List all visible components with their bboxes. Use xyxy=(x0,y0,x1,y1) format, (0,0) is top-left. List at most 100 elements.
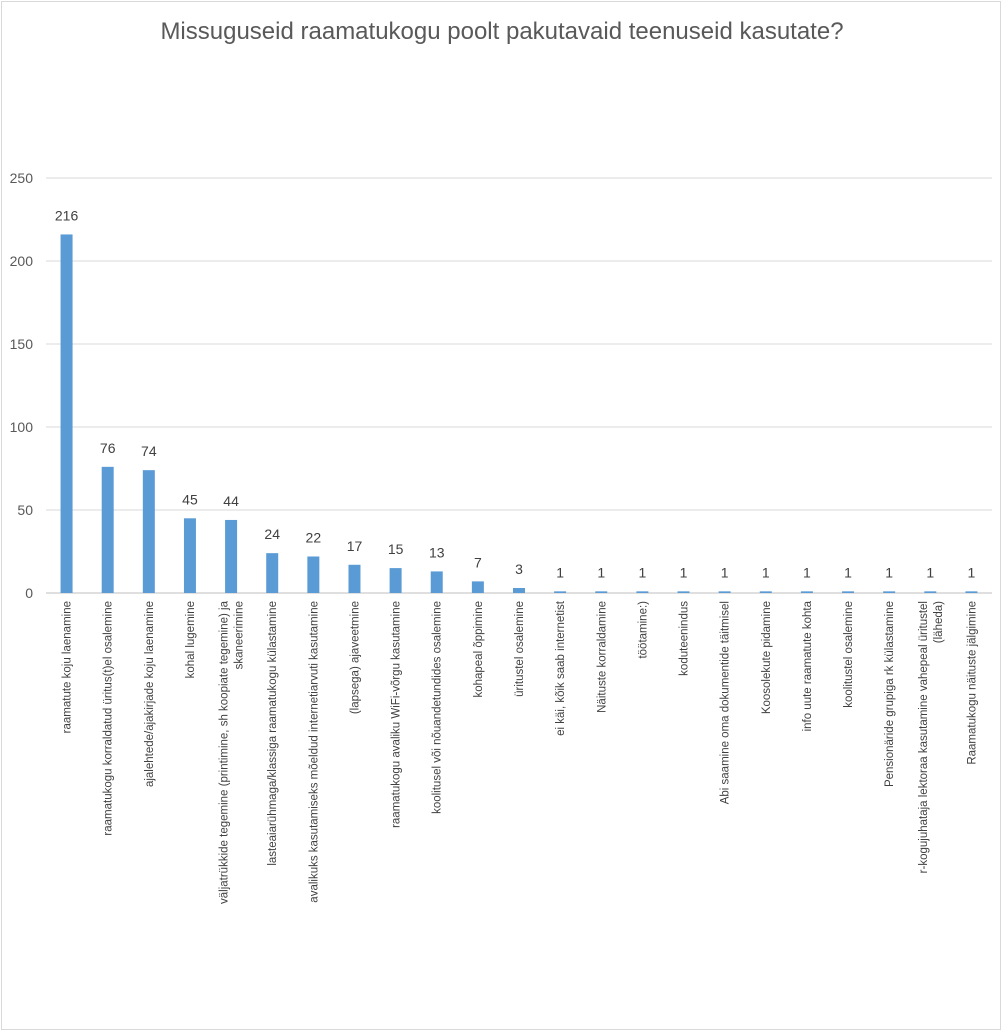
category-label-line: (lapsega) ajaveetmine xyxy=(349,601,361,714)
bar xyxy=(595,591,608,593)
y-tick-label: 100 xyxy=(10,419,34,435)
data-label: 17 xyxy=(347,538,363,554)
category-label-line: koolitusel või nõuandetundides osalemine xyxy=(432,601,444,814)
data-label: 1 xyxy=(803,564,811,580)
data-label: 1 xyxy=(926,564,934,580)
data-label: 44 xyxy=(223,493,239,509)
category-label-line: üritustel osalemine xyxy=(514,601,526,697)
category-label-line: kohal lugemine xyxy=(185,601,197,678)
category-label: raamatute koju laenamine xyxy=(62,601,74,733)
data-label: 1 xyxy=(638,564,646,580)
bar xyxy=(636,591,649,593)
data-label: 1 xyxy=(844,564,852,580)
category-label: töötamine:) xyxy=(637,601,649,659)
bar xyxy=(677,591,690,593)
category-label-line: kohapeal õppimine xyxy=(473,601,485,698)
category-label: Pensionäride grupiga rk külastamine xyxy=(884,601,896,787)
bar xyxy=(965,591,978,593)
category-label: ajalehtede/ajakirjade koju laenamine xyxy=(144,601,156,787)
bar xyxy=(842,591,855,593)
category-label: kohal lugemine xyxy=(185,601,197,678)
category-label: lasteaiarühmaga/klassiga raamatukogu kül… xyxy=(267,601,279,866)
y-axis-ticks: 0 50 100 150 200 250 xyxy=(10,170,34,601)
category-label: raamatukogu avaliku WiFi-võrgu kasutamin… xyxy=(391,601,403,828)
data-label: 1 xyxy=(680,564,688,580)
data-label: 13 xyxy=(429,544,445,560)
category-label-line: avalikuks kasutamiseks mõeldud interneti… xyxy=(308,601,320,903)
category-label: Koosolekute pidamine xyxy=(761,601,773,714)
category-label-line: koolitustel osalemine xyxy=(843,601,855,708)
category-label-line: raamatute koju laenamine xyxy=(62,601,74,733)
category-label-line: Abi saamine oma dokumentide täitmisel xyxy=(720,601,732,804)
category-label: koduteenindus xyxy=(679,601,691,676)
category-label-line: Raamatukogu näituste jälgimine xyxy=(966,601,978,765)
bar xyxy=(183,518,196,593)
category-label: väljatrükkide tegemine (printimine, sh k… xyxy=(219,600,246,904)
category-label-line: info uute raamatute kohta xyxy=(802,600,814,731)
y-tick-label: 150 xyxy=(10,336,34,352)
y-tick-label: 250 xyxy=(10,170,34,186)
bar xyxy=(266,553,279,593)
category-label-line: Pensionäride grupiga rk külastamine xyxy=(884,601,896,787)
data-label: 7 xyxy=(474,554,482,570)
bar xyxy=(389,568,402,593)
category-label: koolitusel või nõuandetundides osalemine xyxy=(432,601,444,814)
data-label: 74 xyxy=(141,443,157,459)
category-label-line: töötamine:) xyxy=(637,601,649,659)
bar xyxy=(800,591,813,593)
category-label-line: väljatrükkide tegemine (printimine, sh k… xyxy=(219,600,231,904)
bar xyxy=(60,234,73,593)
category-label-line: raamatukogu korraldatud üritus(t)el osal… xyxy=(103,601,115,836)
category-label-line: lasteaiarühmaga/klassiga raamatukogu kül… xyxy=(267,601,279,866)
bar xyxy=(718,591,731,593)
bar xyxy=(513,588,525,593)
category-label: (lapsega) ajaveetmine xyxy=(349,601,361,714)
category-label: info uute raamatute kohta xyxy=(802,600,814,731)
data-label: 24 xyxy=(264,526,280,542)
bar xyxy=(924,591,937,593)
data-label: 1 xyxy=(721,564,729,580)
category-label-line: skaneerimine xyxy=(234,601,246,669)
bar xyxy=(225,519,238,593)
bar xyxy=(348,564,361,593)
category-label: raamatukogu korraldatud üritus(t)el osal… xyxy=(103,601,115,836)
bar xyxy=(759,591,772,593)
category-label-line: koduteenindus xyxy=(679,601,691,676)
y-tick-label: 0 xyxy=(25,585,33,601)
category-label-line: Koosolekute pidamine xyxy=(761,601,773,714)
data-label: 45 xyxy=(182,491,198,507)
category-label: ei käi, kõik saab internetist xyxy=(555,600,567,736)
category-label-line: r-kogujuhataja lektoraa kasutamine vahep… xyxy=(918,601,930,873)
data-label: 1 xyxy=(597,564,605,580)
bars xyxy=(60,234,978,593)
bar xyxy=(471,581,484,593)
bar xyxy=(142,470,155,593)
bar xyxy=(883,591,896,593)
category-label: kohapeal õppimine xyxy=(473,601,485,698)
category-label: r-kogujuhataja lektoraa kasutamine vahep… xyxy=(918,601,945,873)
category-label: üritustel osalemine xyxy=(514,601,526,697)
category-label-line: ajalehtede/ajakirjade koju laenamine xyxy=(144,601,156,787)
bar xyxy=(430,571,443,593)
category-labels: raamatute koju laenamine raamatukogu korr… xyxy=(62,600,979,904)
data-label: 1 xyxy=(762,564,770,580)
y-tick-label: 50 xyxy=(17,502,33,518)
data-labels: 216 76 74 45 44 24 22 17 15 13 7 3 1 1 1 1 1 1 1 1 1 1 1 xyxy=(55,207,976,580)
chart-title: Missuguseid raamatukogu poolt pakutavaid… xyxy=(160,18,844,45)
category-label-line: raamatukogu avaliku WiFi-võrgu kasutamin… xyxy=(391,601,403,828)
category-label-line: ei käi, kõik saab internetist xyxy=(555,600,567,736)
y-tick-label: 200 xyxy=(10,253,34,269)
category-label: Näituste korraldamine xyxy=(596,601,608,713)
category-label: Abi saamine oma dokumentide täitmisel xyxy=(720,601,732,804)
bar xyxy=(554,591,567,593)
bar xyxy=(101,466,114,593)
data-label: 1 xyxy=(885,564,893,580)
category-label: Raamatukogu näituste jälgimine xyxy=(966,601,978,765)
data-label: 1 xyxy=(556,564,564,580)
data-label: 76 xyxy=(100,440,116,456)
data-label: 3 xyxy=(515,561,523,577)
data-label: 216 xyxy=(55,207,79,223)
category-label-line: Näituste korraldamine xyxy=(596,601,608,713)
